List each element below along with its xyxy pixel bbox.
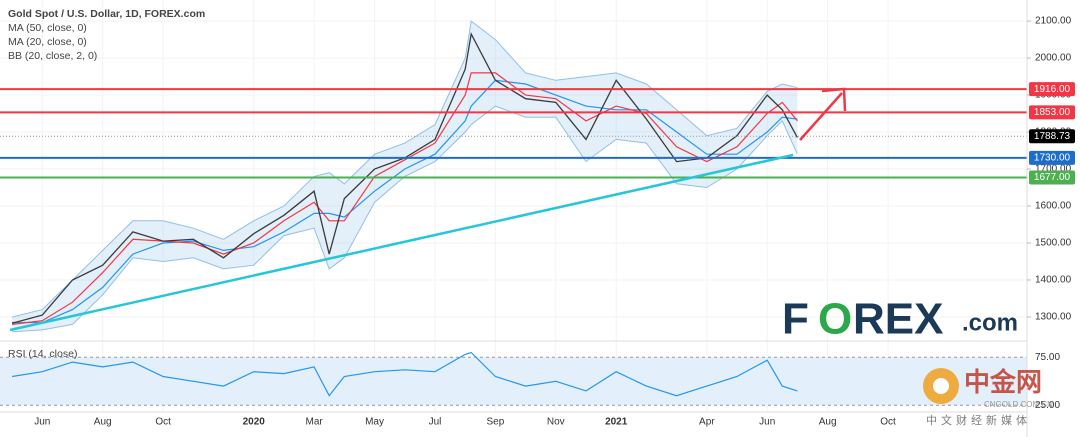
chart-title: Gold Spot / U.S. Dollar, 1D, FOREX.com (8, 8, 205, 20)
x-tick-label: Aug (94, 417, 112, 428)
y-tick-label: 1700.00 (1035, 164, 1072, 175)
x-tick-label: Jun (759, 417, 775, 428)
trend-line (9, 153, 794, 332)
x-tick-label: 2020 (243, 417, 266, 428)
x-tick-label: May (365, 417, 384, 428)
y-tick-label: 1600.00 (1035, 201, 1072, 212)
rsi-band (0, 357, 1027, 406)
x-tick-label: Apr (699, 417, 715, 428)
watermark-site: CNGOLD.COM.CN (984, 400, 1053, 409)
level-label: 1853.00 (1034, 107, 1071, 118)
x-tick-label: Mar (306, 417, 324, 428)
level-tag (1029, 170, 1075, 185)
x-tick-label: Aug (819, 417, 837, 428)
y-tick-label: 1400.00 (1035, 275, 1072, 286)
legend-entry: BB (20, close, 2, 0) (8, 50, 97, 62)
bb-lower (12, 105, 798, 333)
x-tick-label: Jul (429, 417, 442, 428)
y-tick-label: 1300.00 (1035, 312, 1072, 323)
last-price-label: 1788.73 (1034, 131, 1071, 142)
x-tick-label: Jun (34, 417, 50, 428)
y-tick-label: 2000.00 (1035, 53, 1072, 64)
legend-entry: MA (50, close, 0) (8, 22, 87, 34)
y-tick-label: 1500.00 (1035, 238, 1072, 249)
bb-fill (12, 21, 798, 332)
level-tag (1029, 150, 1075, 165)
rsi-line (12, 351, 798, 397)
legend-entry: MA (20, close, 0) (8, 36, 87, 48)
level-label: 1677.00 (1034, 172, 1071, 183)
logo-text: O (818, 295, 852, 344)
x-tick-label: Oct (155, 417, 171, 428)
level-label: 1916.00 (1034, 84, 1071, 95)
logo-text: .com (962, 309, 1018, 336)
level-label: 1730.00 (1034, 153, 1071, 164)
watermark-name: 中金网 (964, 367, 1042, 397)
watermark-icon (933, 378, 949, 394)
x-tick-label: Oct (880, 417, 896, 428)
arrow-head (821, 87, 847, 112)
last-price-tag (1029, 129, 1075, 144)
price-line (11, 31, 798, 324)
watermark-tagline: 中文财经新媒体 (926, 413, 1031, 427)
level-tag (1029, 105, 1075, 120)
logo-text: F (782, 295, 809, 344)
rsi-tick-label: 75.00 (1035, 352, 1060, 363)
x-tick-label: Nov (547, 417, 565, 428)
level-tag (1029, 82, 1075, 97)
ma-line (12, 72, 798, 325)
logo: F O REX .com (782, 295, 1018, 344)
plot (0, 0, 1027, 412)
x-tick-label: Sep (486, 417, 504, 428)
rsi-legend: RSI (14, close) (8, 348, 77, 360)
logo-text: REX (853, 295, 943, 344)
ma-line (12, 79, 798, 324)
bb-upper (11, 20, 798, 318)
x-tick-label: 2021 (605, 417, 628, 428)
arrow-shaft (799, 92, 843, 141)
rsi-tick-label: 25.00 (1035, 400, 1060, 411)
y-tick-label: 2100.00 (1035, 16, 1072, 27)
overlay: 1300.001400.001500.001600.001700.001800.… (34, 16, 1075, 428)
watermark: 中金网 CNGOLD.COM.CN 中文财经新媒体 (923, 367, 1053, 427)
